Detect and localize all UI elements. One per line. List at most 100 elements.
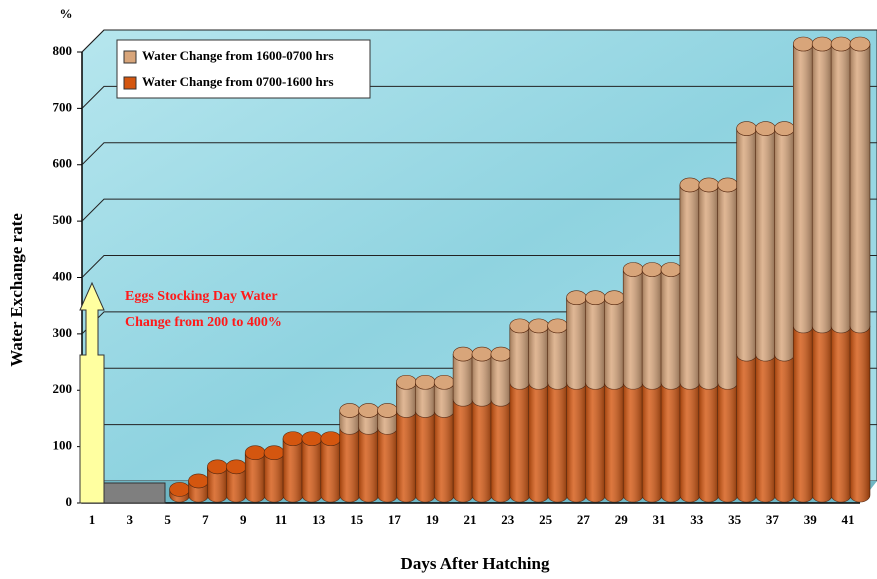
bar-shade (623, 382, 643, 502)
bar-cap (831, 37, 851, 51)
x-tick-label: 21 (464, 512, 477, 527)
bar-cap (718, 178, 738, 192)
bar-shade (699, 382, 719, 502)
bar-cap (415, 375, 435, 389)
bar-shade (680, 382, 700, 502)
bar-shade (321, 439, 341, 502)
bar-shade (756, 129, 776, 362)
bar-shade (378, 427, 398, 502)
x-tick-label: 13 (312, 512, 326, 527)
bar-shade (529, 382, 549, 502)
x-tick-label: 9 (240, 512, 247, 527)
bar-cap (604, 291, 624, 305)
bar-cap (245, 446, 265, 460)
y-tick-label: 300 (53, 325, 73, 340)
bar-shade (661, 270, 681, 390)
bar-shade (510, 326, 530, 389)
bar-shade (359, 427, 379, 502)
bar-cap (396, 375, 416, 389)
x-tick-label: 31 (653, 512, 666, 527)
bar-shade (472, 354, 492, 406)
y-tick-label: 0 (66, 494, 73, 509)
bar-shade (623, 270, 643, 390)
bar-shade (737, 354, 757, 502)
bar-cap (321, 432, 341, 446)
bar-cap (585, 291, 605, 305)
x-tick-label: 37 (766, 512, 780, 527)
bar-cap (756, 122, 776, 136)
bar-cap (623, 263, 643, 277)
y-axis-title: Water Exchange rate (7, 213, 26, 367)
bar-shade (850, 44, 870, 333)
bar-shade (793, 44, 813, 333)
bar-cap (434, 375, 454, 389)
bar-cap (510, 319, 530, 333)
bar-shade (396, 410, 416, 502)
bar-shade (491, 399, 511, 502)
x-tick-label: 1 (89, 512, 96, 527)
bar-shade (491, 354, 511, 406)
bar-cap (453, 347, 473, 361)
chart: Eggs Stocking Day Water Change from 200 … (0, 0, 877, 579)
legend-label: Water Change from 0700-1600 hrs (142, 74, 334, 89)
bar-cap (793, 37, 813, 51)
x-tick-label: 27 (577, 512, 591, 527)
legend: Water Change from 1600-0700 hrs Water Cha… (117, 40, 370, 98)
bar-cap (642, 263, 662, 277)
bar-shade (774, 129, 794, 362)
y-tick-label: 400 (53, 268, 73, 283)
bar-cap (680, 178, 700, 192)
bar-cap (264, 446, 284, 460)
bar-shade (567, 382, 587, 502)
bar-shade (642, 270, 662, 390)
x-tick-label: 19 (426, 512, 440, 527)
bar-shade (680, 185, 700, 389)
bar-shade (264, 453, 284, 502)
x-tick-label: 11 (275, 512, 287, 527)
x-tick-label: 35 (728, 512, 742, 527)
bar-cap (359, 403, 379, 417)
bar-cap (302, 432, 322, 446)
bar-shade (718, 185, 738, 389)
bar-shade (548, 382, 568, 502)
bar-shade (510, 382, 530, 502)
bar-shade (793, 326, 813, 502)
bar-shade (548, 326, 568, 389)
bar-cap (567, 291, 587, 305)
bar-shade (302, 439, 322, 502)
bar-cap (283, 432, 303, 446)
x-tick-label: 5 (164, 512, 171, 527)
bar-shade (434, 410, 454, 502)
annotation-line: Change from 200 to 400% (125, 315, 282, 330)
x-tick-label: 17 (388, 512, 402, 527)
bar-cap (529, 319, 549, 333)
bar-shade (812, 44, 832, 333)
bar-shade (245, 453, 265, 502)
x-axis-title: Days After Hatching (401, 554, 550, 573)
y-tick-label: 800 (53, 43, 73, 58)
x-tick-label: 15 (350, 512, 364, 527)
bar-cap (737, 122, 757, 136)
legend-label: Water Change from 1600-0700 hrs (142, 48, 334, 63)
bar-shade (453, 354, 473, 406)
y-unit: % (60, 6, 73, 21)
bar-shade (283, 439, 303, 502)
bar-cap (207, 460, 227, 474)
y-tick-label: 200 (53, 381, 73, 396)
bar-cap (189, 474, 209, 488)
bar-cap (491, 347, 511, 361)
bar-shade (604, 382, 624, 502)
bar-shade (812, 326, 832, 502)
bar-shade (850, 326, 870, 502)
bar-cap (661, 263, 681, 277)
bar-cap (812, 37, 832, 51)
bar-cap (850, 37, 870, 51)
bar-shade (415, 410, 435, 502)
bar-shade (699, 185, 719, 389)
bar-cap (226, 460, 246, 474)
bar-shade (453, 399, 473, 502)
x-tick-label: 39 (804, 512, 818, 527)
bar-cap (472, 347, 492, 361)
bar-cap (378, 403, 398, 417)
bar-shade (585, 382, 605, 502)
